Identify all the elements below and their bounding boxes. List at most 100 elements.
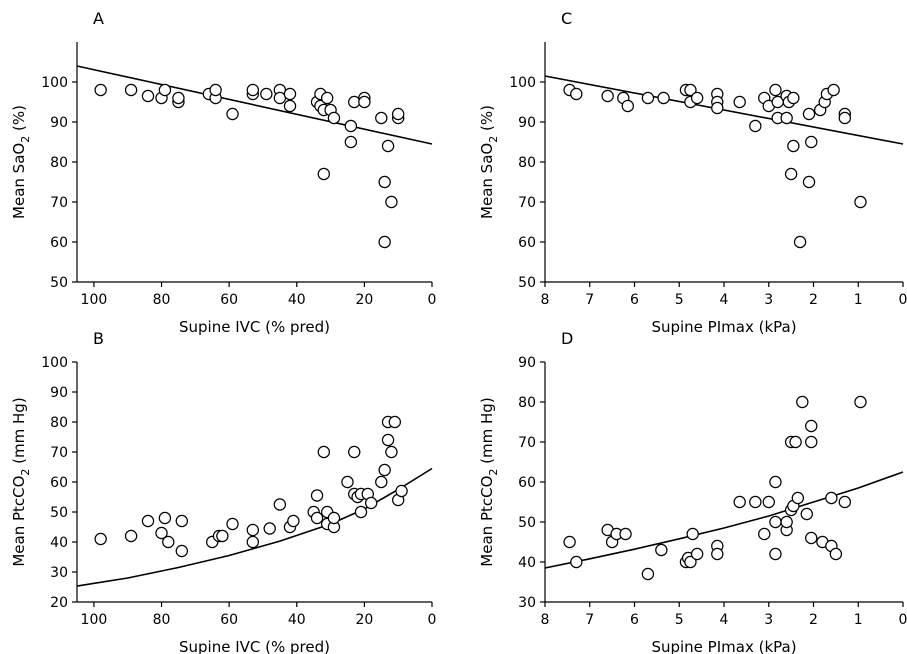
y-tick-label: 40 <box>518 555 536 571</box>
data-point <box>825 491 838 505</box>
y-tick-label: 100 <box>509 75 536 91</box>
x-axis-title: Supine PImax (kPa) <box>651 318 796 336</box>
x-axis-title: Supine IVC (% pred) <box>179 318 330 336</box>
data-point <box>378 235 391 249</box>
y-tick-label: 30 <box>50 565 68 581</box>
y-tick-label: 50 <box>518 515 536 531</box>
data-point <box>829 547 843 561</box>
data-point <box>780 515 793 529</box>
data-point <box>800 507 813 521</box>
data-point <box>805 435 818 449</box>
data-point <box>762 495 775 509</box>
data-point <box>310 489 324 502</box>
y-axis-title: Mean SaO2 (%) <box>10 105 32 219</box>
data-point <box>749 495 762 509</box>
data-point <box>124 529 138 543</box>
fit-line <box>76 467 433 587</box>
y-tick-label: 60 <box>518 475 536 491</box>
data-point <box>358 95 371 109</box>
data-point <box>175 544 189 558</box>
data-point <box>395 484 408 498</box>
data-point <box>758 527 771 541</box>
y-axis-title: Mean PtcCO2 (mm Hg) <box>478 397 500 566</box>
data-point <box>226 517 239 531</box>
data-point <box>769 547 782 561</box>
data-point <box>657 91 670 105</box>
data-point <box>805 531 818 545</box>
y-tick-label: 50 <box>50 505 68 521</box>
data-point <box>260 87 273 101</box>
data-point <box>805 135 818 149</box>
y-tick-label: 50 <box>50 275 68 291</box>
data-point <box>155 526 168 540</box>
data-point <box>94 532 107 546</box>
x-tick-label: 5 <box>675 612 684 628</box>
y-tick-label: 40 <box>50 535 68 551</box>
data-point <box>354 505 368 519</box>
data-point <box>769 475 782 489</box>
data-point <box>570 555 583 569</box>
x-tick-label: 1 <box>854 292 863 308</box>
y-tick-label: 70 <box>50 445 68 461</box>
data-point <box>563 535 576 549</box>
data-point <box>802 175 816 189</box>
data-point <box>789 435 802 449</box>
data-point <box>802 107 816 121</box>
data-point <box>364 496 378 510</box>
data-point <box>391 107 405 121</box>
y-tick-label: 60 <box>50 235 68 251</box>
data-point <box>375 475 388 489</box>
data-point <box>769 83 782 97</box>
data-point <box>283 87 297 101</box>
data-point <box>158 511 172 525</box>
y-tick-label: 90 <box>50 385 68 401</box>
x-tick-label: 100 <box>81 292 108 308</box>
data-point <box>601 89 614 103</box>
y-axis-title: Mean PtcCO2 (mm Hg) <box>10 397 32 566</box>
x-tick-label: 0 <box>428 612 437 628</box>
x-tick-label: 8 <box>541 612 550 628</box>
data-point <box>838 111 852 125</box>
x-tick-label: 0 <box>899 612 907 628</box>
x-tick-label: 1 <box>854 612 863 628</box>
x-tick-label: 4 <box>720 612 729 628</box>
data-point <box>344 119 358 133</box>
data-point <box>209 83 222 97</box>
data-point <box>246 83 260 97</box>
data-point <box>158 83 172 97</box>
x-tick-label: 2 <box>809 292 818 308</box>
data-point <box>141 89 155 103</box>
x-tick-label: 3 <box>764 292 773 308</box>
data-point <box>621 99 634 113</box>
x-tick-label: 60 <box>220 612 238 628</box>
y-tick-label: 90 <box>50 115 68 131</box>
y-axis-title: Mean SaO2 (%) <box>478 105 500 219</box>
data-point <box>793 235 807 249</box>
data-point <box>690 547 704 561</box>
y-tick-label: 80 <box>518 155 536 171</box>
data-point <box>375 111 388 125</box>
x-axis-title: Supine PImax (kPa) <box>651 638 796 654</box>
x-tick-label: 5 <box>675 292 684 308</box>
data-point <box>838 495 852 509</box>
fit-line <box>544 471 904 569</box>
x-tick-label: 6 <box>630 292 639 308</box>
data-point <box>162 535 175 549</box>
data-point <box>854 395 867 409</box>
x-tick-label: 4 <box>720 292 729 308</box>
data-point <box>94 83 107 97</box>
panel-a: A 100 80 60 40 20 0 50 60 70 80 90 100 Supine IVC (% … <box>10 9 436 336</box>
data-point <box>749 119 762 133</box>
x-axis-title: Supine IVC (% pred) <box>179 638 330 654</box>
data-point <box>570 87 583 101</box>
data-point <box>641 91 655 105</box>
x-tick-label: 0 <box>428 292 437 308</box>
x-tick-label: 80 <box>153 292 171 308</box>
x-tick-label: 40 <box>288 612 306 628</box>
data-point <box>805 419 818 433</box>
panel-letter-c: C <box>561 9 572 28</box>
data-point <box>216 529 229 543</box>
data-point <box>388 415 402 429</box>
data-point <box>769 515 782 529</box>
